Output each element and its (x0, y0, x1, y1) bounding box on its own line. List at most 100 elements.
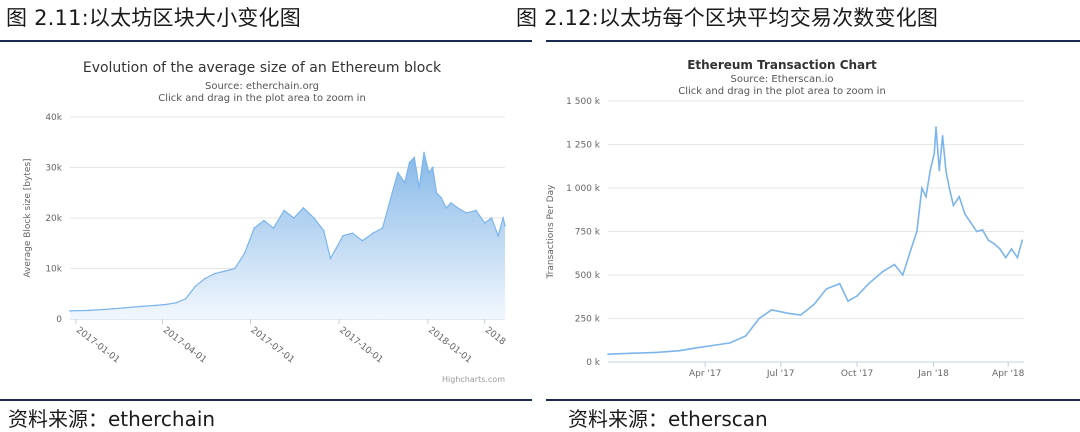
data-point (322, 229, 325, 232)
x-tick-label: 2017-01-01 (74, 325, 121, 365)
data-point (440, 197, 443, 199)
y-tick-label: 250 k (575, 315, 601, 325)
data-point (497, 234, 500, 237)
left-bottom-rule (0, 399, 532, 401)
data-point (941, 135, 944, 137)
y-tick-label: 0 k (586, 358, 601, 368)
data-point (263, 219, 265, 222)
x-tick-label: Jul '17 (766, 369, 795, 379)
data-point (916, 230, 918, 233)
y-axis-title: Transactions Per Day (546, 184, 556, 280)
data-point (456, 207, 459, 209)
data-point (465, 212, 468, 214)
data-point (431, 166, 434, 169)
data-point (408, 161, 411, 164)
data-point (711, 344, 714, 347)
y-tick-label: 500 k (575, 271, 601, 281)
chart-title: Ethereum Transaction Chart (687, 58, 877, 72)
right-source-note: 资料来源：etherscan (568, 407, 768, 431)
right-figure-panel: 图 2.12:以太坊每个区块平均交易次数变化图 Ethereum Transac… (516, 0, 1080, 431)
data-point (729, 342, 731, 344)
data-point (361, 239, 364, 242)
chart-credit: Highcharts.com (442, 375, 505, 384)
data-point (335, 247, 338, 250)
x-tick-label: 2017-10-01 (337, 325, 384, 365)
data-point (342, 234, 344, 237)
data-point (204, 277, 206, 280)
data-point (224, 270, 227, 272)
data-point (935, 126, 937, 128)
data-point (184, 298, 187, 300)
chart-subtitle: Source: etherchain.org (205, 81, 319, 92)
data-point (418, 186, 421, 189)
data-point (213, 272, 216, 275)
data-point (104, 308, 107, 311)
data-point (502, 217, 504, 219)
y-axis-title: Average Block size [bytes] (23, 158, 33, 277)
data-point (483, 222, 486, 224)
data-point (381, 227, 384, 229)
right-top-rule (546, 40, 1080, 42)
data-point (351, 232, 354, 234)
chart-zoom-hint: Click and drag in the plot area to zoom … (678, 86, 886, 97)
data-point (391, 192, 394, 194)
data-point (1016, 256, 1019, 259)
y-tick-label: 30k (45, 164, 62, 174)
data-point (893, 263, 896, 266)
data-point (123, 307, 125, 309)
data-point (283, 209, 285, 212)
data-point (952, 204, 955, 207)
data-point (770, 309, 773, 311)
data-point (948, 187, 951, 189)
data-point (302, 207, 305, 209)
data-point (435, 192, 438, 194)
x-tick-label: Oct '17 (841, 369, 873, 379)
data-point (910, 248, 912, 250)
left-source-note: 资料来源：etherchain (8, 407, 216, 431)
right-chart[interactable]: Ethereum Transaction Chart Source: Ethers… (546, 44, 1080, 396)
data-point (856, 295, 858, 297)
chart-title: Evolution of the average size of an Ethe… (83, 60, 442, 76)
data-point (933, 152, 936, 154)
data-point (882, 270, 884, 273)
y-tick-label: 40k (45, 113, 62, 123)
data-point (313, 217, 315, 219)
data-point (945, 169, 947, 172)
data-point (175, 302, 177, 304)
data-point (504, 224, 506, 227)
x-tick-label: Apr '18 (992, 369, 1025, 379)
data-point (813, 303, 815, 306)
data-point (694, 347, 696, 349)
chart-subtitle: Source: Etherscan.io (731, 74, 834, 85)
data-point (787, 312, 789, 315)
left-figure-title: 图 2.11:以太坊区块大小变化图 (6, 6, 301, 30)
left-figure-panel: 图 2.11:以太坊区块大小变化图 Evolution of the avera… (0, 0, 532, 431)
data-point (140, 305, 143, 308)
data-point (253, 227, 255, 229)
data-point (964, 213, 966, 215)
data-point (88, 309, 91, 312)
x-tick-label: 2018 (483, 325, 507, 347)
y-tick-label: 1 000 k (566, 184, 601, 194)
data-point (958, 195, 960, 198)
data-point (902, 274, 904, 276)
data-point (921, 187, 923, 189)
data-point (403, 181, 406, 184)
data-point (155, 304, 157, 307)
data-point (234, 267, 236, 270)
data-point (847, 300, 849, 302)
y-tick-label: 1 500 k (566, 97, 601, 107)
data-point (993, 242, 995, 245)
data-point (272, 227, 275, 229)
data-point (475, 209, 477, 212)
x-tick-label: Apr '17 (689, 369, 721, 379)
data-point (938, 169, 941, 172)
data-point (838, 282, 841, 285)
data-point (999, 248, 1001, 250)
x-tick-label: Jan '18 (917, 369, 949, 379)
left-chart[interactable]: Evolution of the average size of an Ethe… (0, 44, 532, 396)
data-point (372, 232, 374, 234)
data-point (981, 229, 984, 231)
y-tick-label: 750 k (575, 228, 601, 238)
data-point (975, 230, 978, 233)
